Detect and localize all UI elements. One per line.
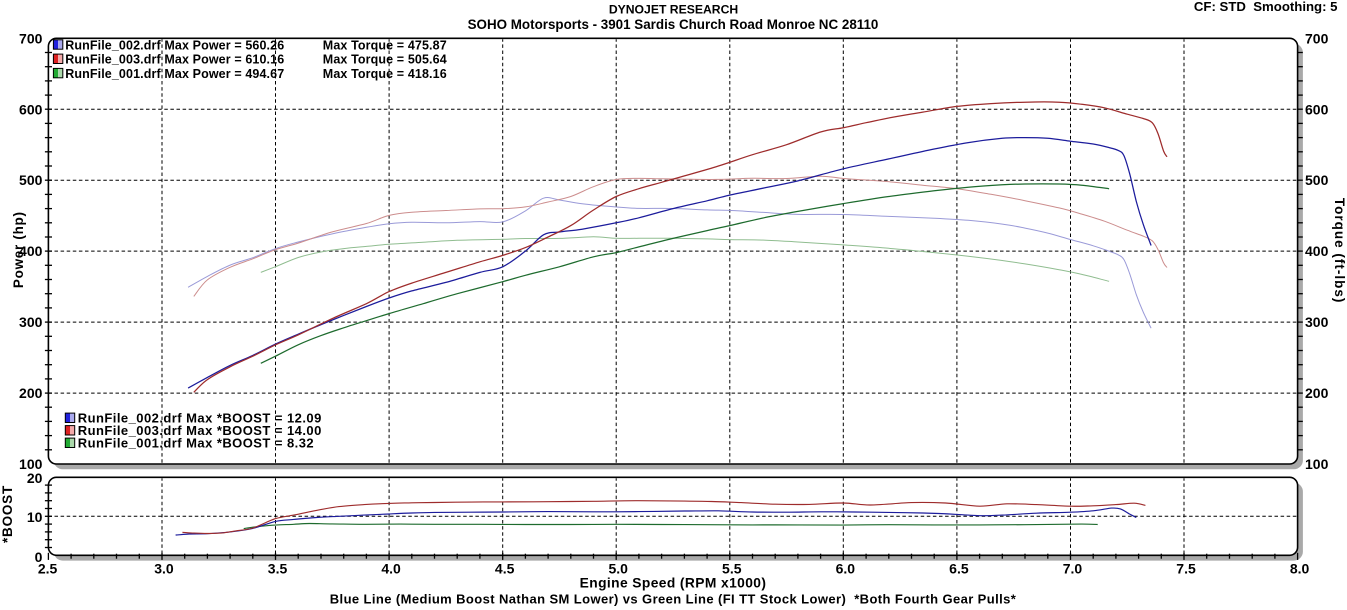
svg-text:3.0: 3.0 (154, 561, 174, 577)
svg-text:RunFile_003.drf Max *BOOST = 1: RunFile_003.drf Max *BOOST = 14.00 (78, 423, 322, 438)
svg-text:4.0: 4.0 (381, 561, 401, 577)
svg-text:8.0: 8.0 (1290, 561, 1310, 577)
svg-text:400: 400 (19, 243, 43, 259)
svg-text:200: 200 (19, 385, 43, 401)
svg-text:RunFile_003.drf Max Power = 61: RunFile_003.drf Max Power = 610.16 (65, 53, 284, 67)
svg-text:500: 500 (1305, 172, 1329, 188)
svg-text:600: 600 (19, 101, 43, 117)
svg-text:300: 300 (19, 314, 43, 330)
svg-text:3.5: 3.5 (268, 561, 288, 577)
svg-text:7.5: 7.5 (1176, 561, 1196, 577)
svg-text:RunFile_001.drf Max Power = 49: RunFile_001.drf Max Power = 494.67 (65, 67, 284, 81)
svg-text:SOHO Motorsports - 3901 Sardis: SOHO Motorsports - 3901 Sardis Church Ro… (468, 17, 879, 32)
svg-text:RunFile_001.drf Max *BOOST = 8: RunFile_001.drf Max *BOOST = 8.32 (78, 436, 314, 451)
svg-text:RunFile_002.drf Max Power = 56: RunFile_002.drf Max Power = 560.26 (65, 38, 284, 52)
svg-text:Max Torque = 418.16: Max Torque = 418.16 (323, 67, 447, 81)
svg-text:7.0: 7.0 (1063, 561, 1083, 577)
svg-text:2.5: 2.5 (38, 561, 58, 577)
svg-text:700: 700 (19, 30, 43, 46)
svg-text:5.5: 5.5 (722, 561, 742, 577)
svg-text:RunFile_002.drf Max *BOOST = 1: RunFile_002.drf Max *BOOST = 12.09 (78, 411, 322, 426)
svg-text:Max Torque = 505.64: Max Torque = 505.64 (323, 53, 447, 67)
svg-text:20: 20 (27, 470, 43, 486)
svg-text:4.5: 4.5 (495, 561, 515, 577)
svg-text:100: 100 (1305, 456, 1329, 472)
svg-text:Engine Speed (RPM x1000): Engine Speed (RPM x1000) (580, 575, 767, 590)
svg-text:Blue Line (Medium Boost Nathan: Blue Line (Medium Boost Nathan SM Lower)… (330, 591, 1017, 606)
svg-text:600: 600 (1305, 101, 1329, 117)
svg-text:DYNOJET RESEARCH: DYNOJET RESEARCH (609, 2, 738, 16)
svg-text:CF: STD Smoothing: 5: CF: STD Smoothing: 5 (1194, 0, 1338, 14)
svg-text:Max Torque = 475.87: Max Torque = 475.87 (323, 38, 447, 52)
svg-text:300: 300 (1305, 314, 1329, 330)
svg-text:700: 700 (1305, 30, 1329, 46)
svg-text:200: 200 (1305, 385, 1329, 401)
svg-text:500: 500 (19, 172, 43, 188)
svg-text:6.5: 6.5 (949, 561, 969, 577)
svg-text:100: 100 (19, 456, 43, 472)
svg-text:400: 400 (1305, 243, 1329, 259)
svg-text:6.0: 6.0 (836, 561, 856, 577)
svg-text:Power (hp): Power (hp) (11, 211, 26, 288)
svg-text:5.0: 5.0 (608, 561, 628, 577)
svg-text:*BOOST: *BOOST (0, 485, 15, 543)
svg-text:0: 0 (35, 549, 43, 565)
svg-text:10: 10 (27, 509, 43, 525)
svg-text:Torque (ft-lbs): Torque (ft-lbs) (1332, 198, 1347, 303)
